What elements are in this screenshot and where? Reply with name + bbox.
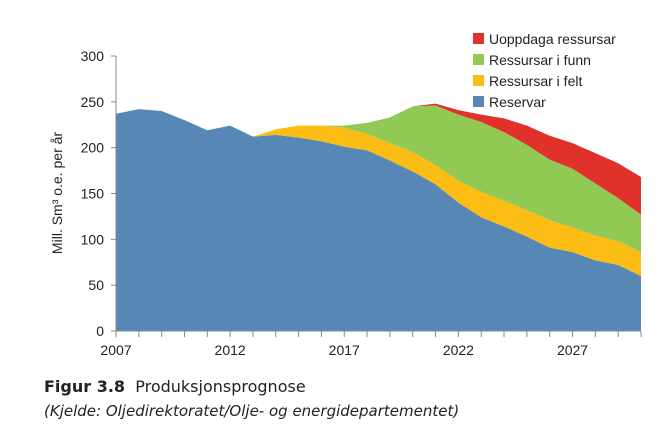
legend-label: Ressursar i felt (489, 73, 582, 89)
area-ressursar-i-felt (116, 109, 641, 277)
area-ressursar-i-funn (116, 105, 641, 253)
area-uoppdaga-ressursar (116, 103, 641, 215)
legend-swatch (473, 96, 484, 107)
y-tick-label: 250 (81, 94, 105, 110)
figure-title: Produksjonsprognose (135, 377, 306, 396)
y-tick-label: 200 (81, 140, 105, 156)
legend-label: Uoppdaga ressursar (489, 31, 616, 47)
legend-label: Reservar (489, 94, 546, 110)
legend-swatch (473, 54, 484, 65)
area-reservar (116, 109, 641, 332)
figure-caption: Figur 3.8 Produksjonsprognose (44, 377, 306, 396)
legend-label: Ressursar i funn (489, 52, 591, 68)
figure-label: Figur 3.8 (44, 377, 126, 396)
x-tick-label: 2017 (329, 342, 360, 358)
y-tick-label: 150 (81, 186, 105, 202)
x-tick-label: 2022 (443, 342, 474, 358)
legend-swatch (473, 75, 484, 86)
y-tick-label: 100 (81, 231, 105, 247)
y-tick-label: 50 (88, 277, 104, 293)
y-tick-label: 300 (81, 48, 105, 64)
y-axis-label: Mill. Sm³ o.e. per år (49, 132, 65, 254)
legend: Uoppdaga ressursar Ressursar i funn Ressur… (473, 31, 616, 110)
x-tick-label: 2027 (557, 342, 588, 358)
legend-swatch (473, 33, 484, 44)
figure-source: (Kjelde: Oljedirektoratet/Olje- og energ… (44, 402, 460, 420)
x-tick-label: 2012 (215, 342, 246, 358)
x-tick-label: 2007 (100, 342, 131, 358)
y-tick-label: 0 (96, 323, 104, 339)
